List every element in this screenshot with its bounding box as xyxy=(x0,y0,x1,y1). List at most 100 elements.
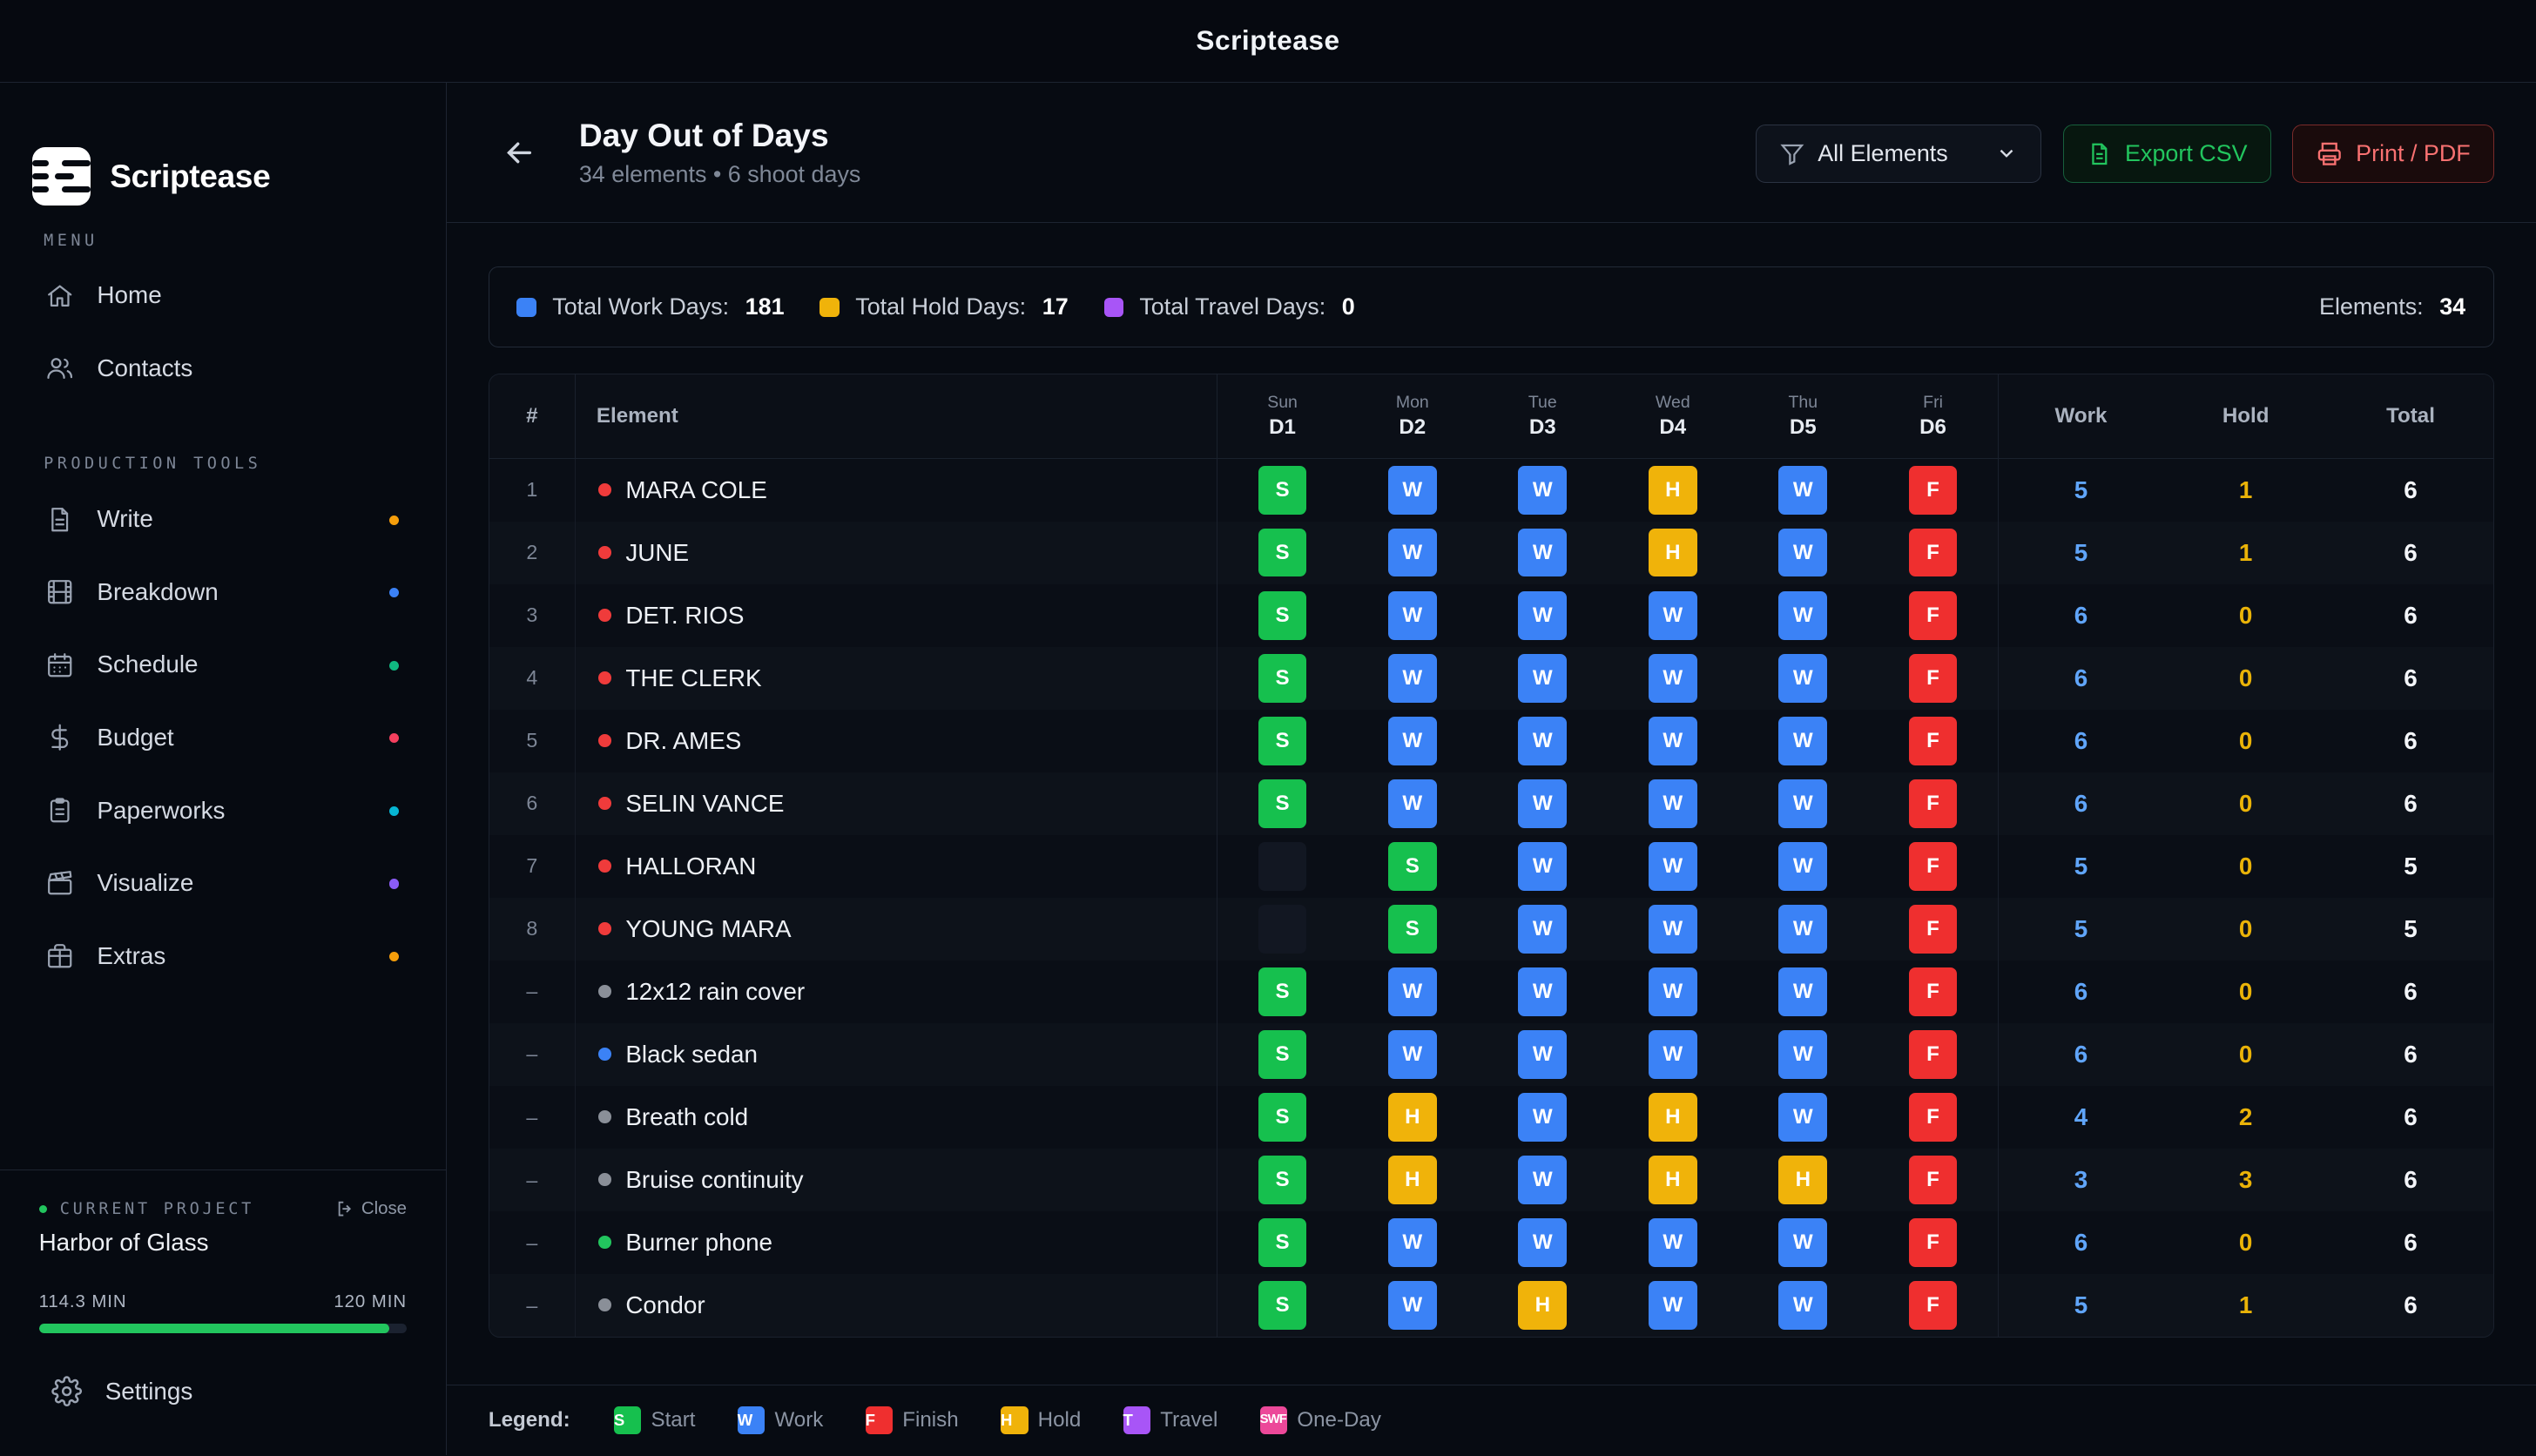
day-cell[interactable]: W xyxy=(1737,772,1869,835)
day-cell[interactable]: S xyxy=(1217,646,1348,710)
table-row[interactable]: –12x12 rain cover S W W W W F 6 0 6 xyxy=(489,960,2493,1023)
day-cell[interactable]: W xyxy=(1608,646,1738,710)
day-cell[interactable]: W xyxy=(1608,961,1738,1023)
day-cell[interactable]: W xyxy=(1737,1274,1869,1338)
day-cell[interactable]: W xyxy=(1737,897,1869,961)
day-cell[interactable]: W xyxy=(1738,710,1869,772)
day-cell[interactable]: W xyxy=(1477,521,1609,584)
element-cell[interactable]: MARA COLE xyxy=(575,458,1218,522)
day-cell[interactable]: W xyxy=(1738,961,1869,1023)
day-cell[interactable]: W xyxy=(1347,961,1478,1023)
element-cell[interactable]: SELIN VANCE xyxy=(575,772,1218,835)
day-cell[interactable]: W xyxy=(1347,1211,1478,1274)
day-cell[interactable]: W xyxy=(1477,897,1609,961)
day-cell[interactable]: W xyxy=(1608,835,1738,898)
sidebar-item-extras[interactable]: Extras xyxy=(0,920,446,993)
day-cell[interactable]: S xyxy=(1217,521,1348,584)
day-cell[interactable]: W xyxy=(1347,1022,1478,1087)
day-cell[interactable]: S xyxy=(1347,835,1478,898)
day-cell[interactable]: S xyxy=(1217,584,1348,647)
day-cell[interactable]: W xyxy=(1347,710,1478,772)
day-cell[interactable]: W xyxy=(1738,459,1869,522)
day-cell[interactable]: W xyxy=(1478,584,1609,647)
day-cell[interactable]: W xyxy=(1608,584,1738,647)
table-row[interactable]: 7 HALLORAN S W W W F 5 0 5 xyxy=(489,834,2493,898)
day-cell[interactable]: F xyxy=(1868,1086,1999,1149)
day-cell[interactable]: F xyxy=(1868,1149,1999,1212)
day-cell[interactable]: W xyxy=(1608,710,1738,772)
element-cell[interactable]: Breath cold xyxy=(575,1086,1218,1149)
day-cell[interactable]: W xyxy=(1347,584,1478,647)
export-csv-button[interactable]: Export CSV xyxy=(2062,124,2271,183)
day-cell[interactable]: W xyxy=(1477,772,1609,835)
element-cell[interactable]: Black sedan xyxy=(575,1022,1218,1087)
day-cell[interactable]: F xyxy=(1868,459,1999,522)
table-row[interactable]: – Black sedan S W W W W F 6 0 6 xyxy=(489,1022,2493,1087)
day-cell[interactable]: S xyxy=(1217,1274,1348,1338)
element-cell[interactable]: HALLORAN xyxy=(575,834,1218,898)
day-cell[interactable]: S xyxy=(1347,897,1478,961)
day-cell[interactable]: H xyxy=(1477,1274,1609,1338)
day-cell[interactable]: W xyxy=(1737,646,1869,710)
day-cell[interactable]: W xyxy=(1478,1086,1609,1149)
day-cell[interactable]: W xyxy=(1738,584,1869,647)
day-cell[interactable]: W xyxy=(1478,961,1609,1023)
print-pdf-button[interactable]: Print / PDF xyxy=(2291,124,2494,183)
table-row[interactable]: 4 THE CLERK S W W W W F 6 0 6 xyxy=(489,646,2493,710)
table-row[interactable]: 1 MARA COLE S W W H W F 5 1 6 xyxy=(489,458,2493,522)
day-cell[interactable]: S xyxy=(1217,710,1348,772)
day-cell[interactable]: S xyxy=(1217,1022,1348,1087)
element-cell[interactable]: Condor xyxy=(575,1274,1218,1338)
day-cell[interactable]: F xyxy=(1868,646,1999,710)
day-cell[interactable]: W xyxy=(1477,646,1609,710)
element-filter-select[interactable]: All Elements xyxy=(1755,124,2042,183)
day-cell[interactable]: H xyxy=(1608,459,1738,522)
sidebar-item-home[interactable]: Home xyxy=(0,260,446,333)
element-cell[interactable]: DET. RIOS xyxy=(575,583,1218,647)
day-cell[interactable]: W xyxy=(1478,835,1609,898)
day-cell[interactable]: W xyxy=(1737,1022,1869,1087)
table-row[interactable]: 5 DR. AMES S W W W W F 6 0 6 xyxy=(489,709,2493,772)
day-cell[interactable]: F xyxy=(1868,961,1999,1023)
day-cell[interactable]: S xyxy=(1217,961,1348,1023)
day-cell[interactable]: W xyxy=(1478,459,1609,522)
day-cell[interactable] xyxy=(1217,897,1348,961)
day-cell[interactable]: S xyxy=(1217,772,1348,835)
sidebar-item-schedule[interactable]: Schedule xyxy=(0,629,446,702)
day-cell[interactable]: W xyxy=(1477,1149,1609,1212)
table-row[interactable]: 3 DET. RIOS S W W W W F 6 0 6 xyxy=(489,583,2493,647)
day-cell[interactable]: W xyxy=(1347,772,1478,835)
day-cell[interactable]: S xyxy=(1217,1211,1348,1274)
day-cell[interactable]: F xyxy=(1868,584,1999,647)
day-cell[interactable]: S xyxy=(1217,459,1348,522)
day-cell[interactable]: H xyxy=(1347,1149,1478,1212)
day-cell[interactable]: W xyxy=(1608,1211,1738,1274)
day-cell[interactable]: S xyxy=(1217,1086,1348,1149)
element-cell[interactable]: JUNE xyxy=(575,521,1218,584)
day-cell[interactable]: H xyxy=(1737,1149,1869,1212)
day-cell[interactable]: W xyxy=(1347,521,1478,584)
day-cell[interactable]: F xyxy=(1868,897,1999,961)
table-row[interactable]: – Burner phone S W W W W F 6 0 6 xyxy=(489,1211,2493,1275)
day-cell[interactable]: H xyxy=(1347,1086,1478,1149)
day-cell[interactable]: W xyxy=(1608,772,1738,835)
element-cell[interactable]: DR. AMES xyxy=(575,709,1218,772)
element-cell[interactable]: 12x12 rain cover xyxy=(575,960,1218,1023)
element-cell[interactable]: THE CLERK xyxy=(575,646,1218,710)
day-cell[interactable]: W xyxy=(1478,710,1609,772)
settings-button[interactable]: Settings xyxy=(51,1376,192,1407)
back-arrow-icon[interactable] xyxy=(502,135,537,171)
day-cell[interactable]: F xyxy=(1868,521,1999,584)
day-cell[interactable] xyxy=(1217,835,1348,898)
sidebar-item-visualize[interactable]: Visualize xyxy=(0,846,446,920)
day-cell[interactable]: W xyxy=(1478,1211,1609,1274)
table-row[interactable]: 2 JUNE S W W H W F 5 1 6 xyxy=(489,521,2493,584)
sidebar-item-contacts[interactable]: Contacts xyxy=(0,332,446,405)
day-cell[interactable]: F xyxy=(1868,710,1999,772)
sidebar-item-write[interactable]: Write xyxy=(0,483,446,556)
day-cell[interactable]: F xyxy=(1868,1274,1999,1338)
table-row[interactable]: 8 YOUNG MARA S W W W F 5 0 5 xyxy=(489,897,2493,961)
sidebar-item-breakdown[interactable]: Breakdown xyxy=(0,556,446,629)
day-cell[interactable]: F xyxy=(1868,1022,1999,1087)
table-row[interactable]: – Condor S W H W W F 5 1 6 xyxy=(489,1274,2493,1338)
